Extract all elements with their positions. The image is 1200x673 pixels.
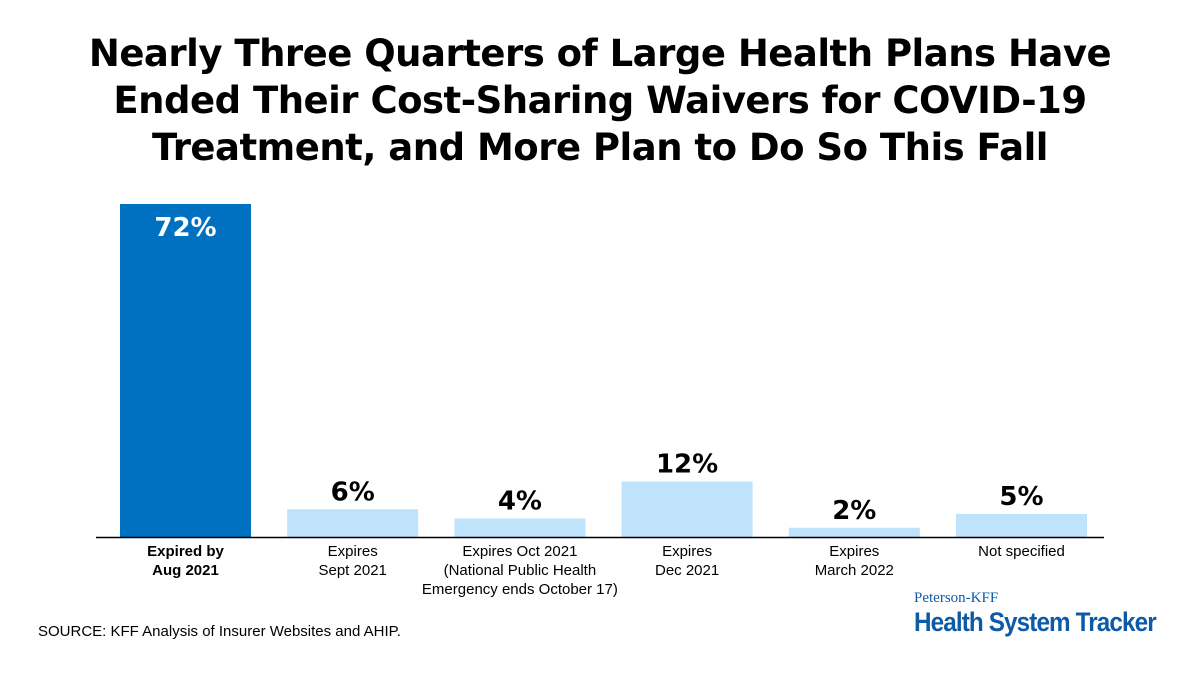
value-label-6: 5% — [999, 482, 1043, 512]
title-line-2: Ended Their Cost-Sharing Waivers for COV… — [113, 79, 1087, 122]
source-note: SOURCE: KFF Analysis of Insurer Websites… — [38, 623, 401, 640]
title-line-1: Nearly Three Quarters of Large Health Pl… — [88, 32, 1112, 75]
bar-6 — [956, 513, 1087, 537]
category-label-1: Expired by Aug 2021 — [147, 543, 224, 579]
category-label-6: Not specified — [978, 543, 1065, 560]
bar-5 — [788, 527, 920, 537]
title-line-3: Treatment, and More Plan to Do So This F… — [152, 126, 1048, 169]
value-label-3: 4% — [498, 487, 542, 517]
brand-big-text: Health System Tracker — [914, 607, 1157, 637]
category-label-5: Expires March 2022 — [815, 543, 894, 579]
bar-4 — [621, 481, 753, 537]
value-label-1: 72% — [154, 213, 216, 243]
brand-logo: Peterson-KFF Health System Tracker — [914, 590, 1183, 638]
brand-small-text: Peterson-KFF — [914, 590, 999, 606]
bar-2 — [287, 509, 419, 537]
bar-3 — [454, 518, 586, 537]
category-label-2: Expires Sept 2021 — [318, 543, 386, 579]
category-label-4: Expires Dec 2021 — [655, 543, 719, 579]
bar-1 — [120, 204, 251, 537]
value-label-2: 6% — [331, 477, 375, 507]
value-label-5: 2% — [832, 496, 876, 526]
chart-title: Nearly Three Quarters of Large Health Pl… — [0, 30, 1200, 171]
value-label-4: 12% — [656, 450, 718, 480]
category-label-3: Expires Oct 2021 (National Public Health E… — [422, 543, 618, 598]
